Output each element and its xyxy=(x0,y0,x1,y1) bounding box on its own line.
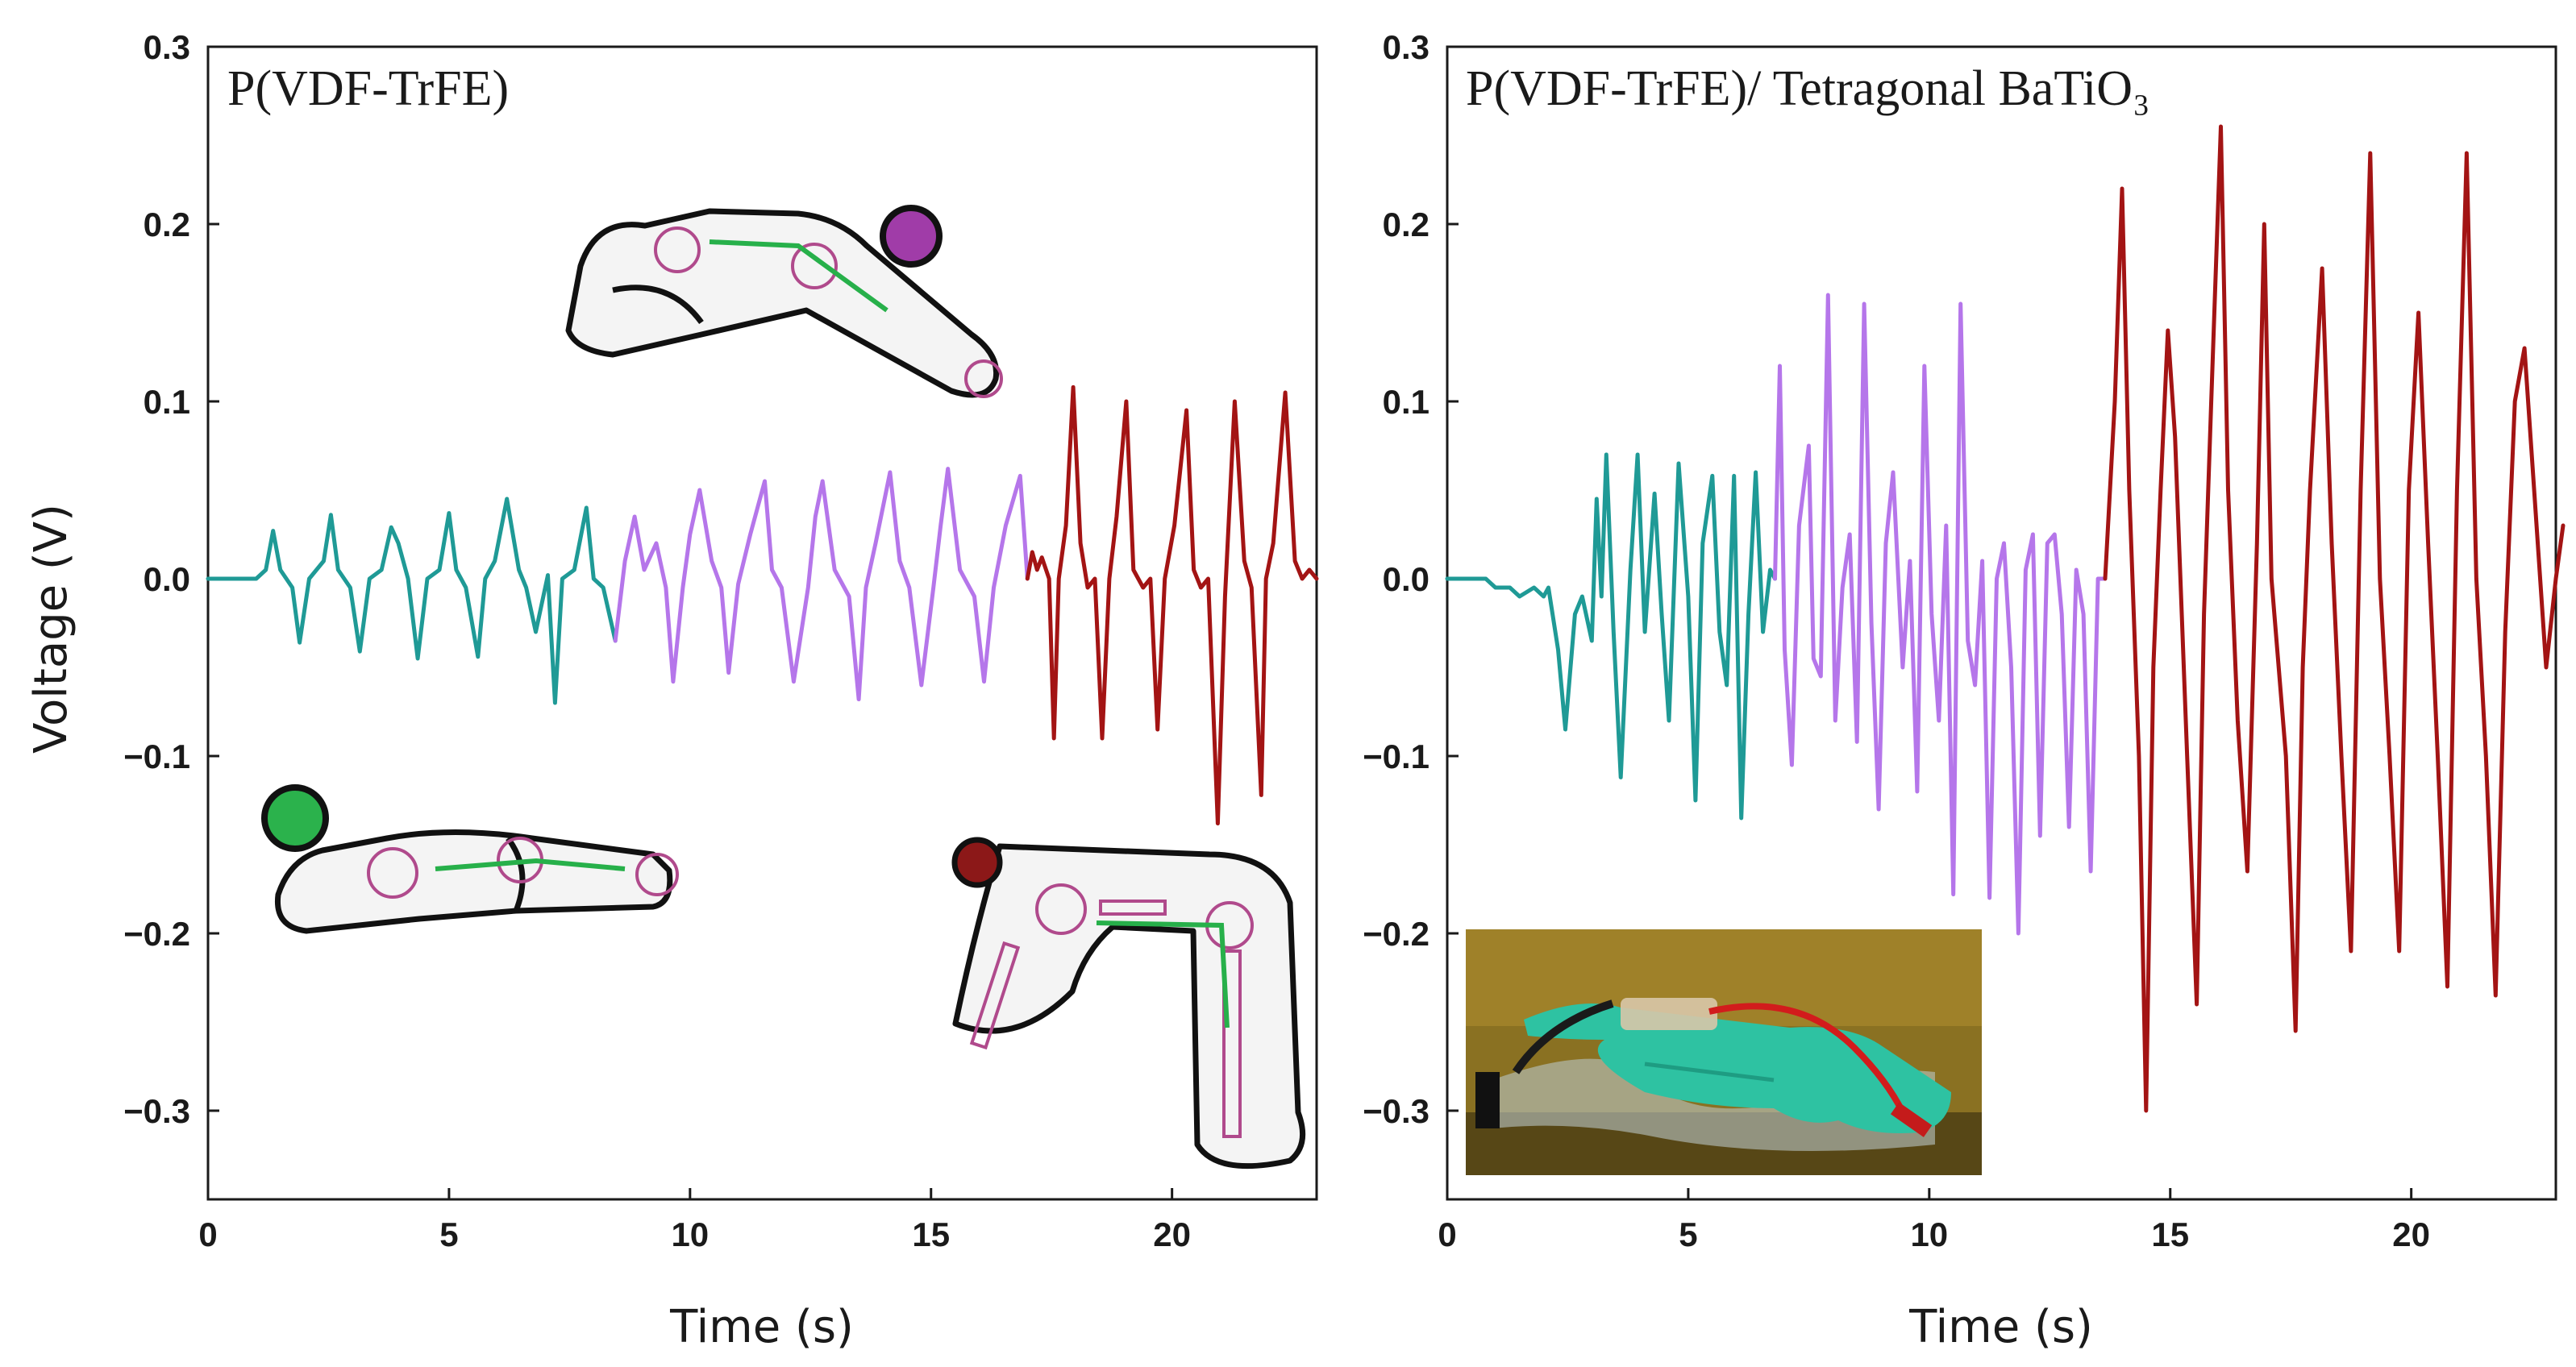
y-tick-label: 0.0 xyxy=(1383,560,1429,598)
y-tick-label: −0.1 xyxy=(123,738,190,775)
right-series-group xyxy=(1445,124,2566,1113)
left-chart-title: P(VDF-TrFE) xyxy=(227,61,509,116)
right-chart-panel: P(VDF-TrFE)/ Tetragonal BaTiO₃ Time (s) … xyxy=(1363,28,2566,1353)
finger-straight-sketch xyxy=(261,784,679,934)
y-tick-label: 0.1 xyxy=(1383,383,1429,421)
y-tick-label: 0.3 xyxy=(1383,28,1429,66)
x-tick-label: 5 xyxy=(439,1215,458,1253)
x-tick-label: 20 xyxy=(1153,1215,1191,1253)
x-tick-label: 5 xyxy=(1679,1215,1697,1253)
left-chart-panel: P(VDF-TrFE) Time (s) Voltage (V) 0.30.20… xyxy=(25,28,1319,1353)
series-line-bent xyxy=(1773,293,2108,936)
left-y-axis-title: Voltage (V) xyxy=(25,504,77,754)
series-line-straight xyxy=(206,497,618,705)
left-plot-frame xyxy=(206,45,1318,1201)
x-tick-label: 15 xyxy=(912,1215,950,1253)
glove-sensor-photo xyxy=(1466,929,1982,1175)
folded-marker-icon xyxy=(951,837,1003,888)
series-line-folded xyxy=(1025,384,1319,826)
x-tick-label: 0 xyxy=(198,1215,217,1253)
left-x-axis-title: Time (s) xyxy=(669,1301,854,1353)
right-axis-ticks: 0.3 0.2 0.1 0.0 −0.1 −0.2 −0.3 0 5 10 15 20 xyxy=(1363,28,2430,1253)
y-tick-label: 0.3 xyxy=(144,28,190,66)
x-tick-label: 15 xyxy=(2151,1215,2189,1253)
bent-marker-icon xyxy=(880,205,943,268)
series-line-straight xyxy=(1445,452,1777,821)
y-tick-label: −0.2 xyxy=(1363,915,1429,953)
y-tick-label: 0.0 xyxy=(144,560,190,598)
y-tick-label: −0.2 xyxy=(123,915,190,953)
right-plot-frame xyxy=(1446,45,2557,1201)
y-tick-label: 0.2 xyxy=(144,206,190,243)
right-x-axis-title: Time (s) xyxy=(1908,1301,2093,1353)
y-tick-label: −0.1 xyxy=(1363,738,1429,775)
left-series-group xyxy=(206,384,1319,826)
y-tick-label: −0.3 xyxy=(1363,1092,1429,1130)
series-line-bent xyxy=(613,467,1030,702)
y-tick-label: 0.2 xyxy=(1383,206,1429,243)
finger-folded-sketch xyxy=(951,837,1306,1170)
y-tick-label: −0.3 xyxy=(123,1092,190,1130)
x-tick-label: 20 xyxy=(2392,1215,2430,1253)
left-axis-ticks: 0.3 0.2 0.1 0.0 −0.1 −0.2 −0.3 0 5 10 15 20 xyxy=(123,28,1191,1253)
x-tick-label: 10 xyxy=(671,1215,709,1253)
straight-marker-icon xyxy=(261,784,329,852)
y-tick-label: 0.1 xyxy=(144,383,190,421)
x-tick-label: 0 xyxy=(1438,1215,1456,1253)
right-chart-title: P(VDF-TrFE)/ Tetragonal BaTiO₃ xyxy=(1466,61,2150,116)
finger-bent-sketch xyxy=(565,205,1003,398)
x-tick-label: 10 xyxy=(1910,1215,1948,1253)
series-line-folded xyxy=(2103,124,2566,1113)
